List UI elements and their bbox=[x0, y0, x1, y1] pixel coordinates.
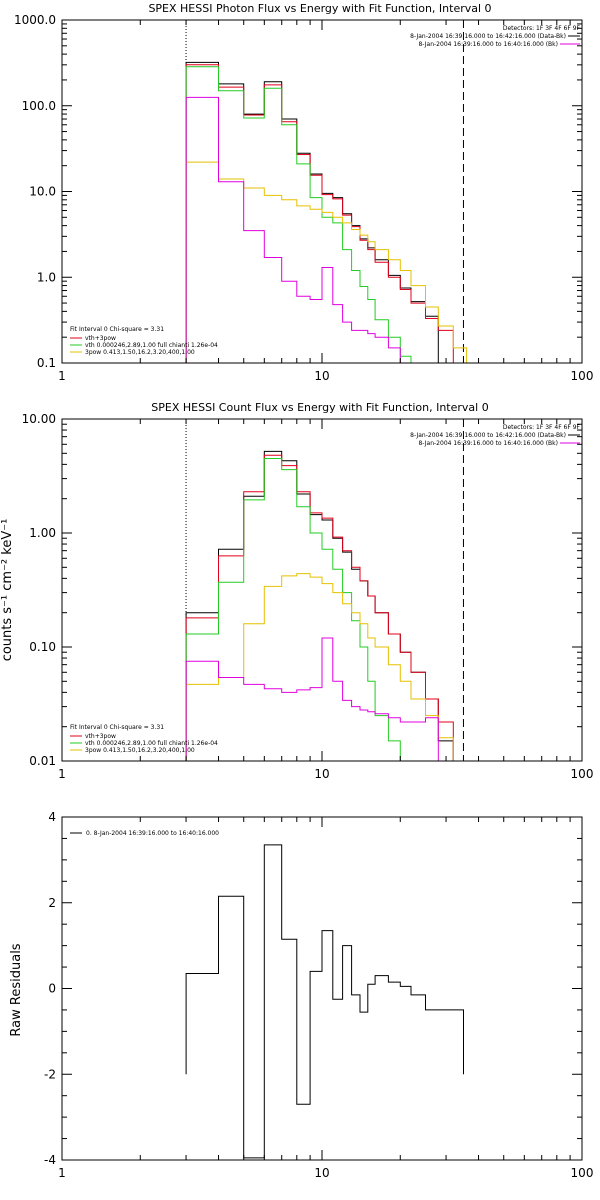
photon-flux-plot bbox=[185, 20, 479, 364]
x-tick-label: 100 bbox=[571, 369, 594, 383]
series-line-series-4 bbox=[185, 96, 479, 364]
photon-flux-axes: 1 10 100 0.1 1.0 10.0 100.0 1000.0 bbox=[14, 13, 593, 383]
x-tick-label: 1 bbox=[58, 1166, 66, 1180]
photon-flux-legend-right: Detectors: 1F 3F 4F 6F 9F 8-Jan-2004 16:… bbox=[410, 25, 580, 48]
count-flux-axes: 1 10 100 0.01 0.10 1.00 10.00 bbox=[22, 412, 594, 781]
y-tick-label: 0 bbox=[48, 982, 56, 996]
residuals-ylabel: Raw Residuals bbox=[9, 943, 24, 1036]
bk-legend-label: 8-Jan-2004 16:39:16.000 to 16:40:16.000 … bbox=[418, 41, 558, 48]
data-bk-legend-label: 8-Jan-2004 16:39:16.000 to 16:42:16.000 … bbox=[410, 33, 566, 40]
y-tick-label: -4 bbox=[44, 1153, 56, 1167]
x-tick-label: 100 bbox=[571, 767, 594, 781]
series-line-3pow bbox=[185, 161, 479, 364]
series-line-0 bbox=[185, 844, 464, 1159]
series-line-vth bbox=[185, 66, 479, 364]
x-tick-label: 100 bbox=[571, 1166, 594, 1180]
y-tick-label: -2 bbox=[44, 1067, 56, 1081]
fit-interval-label: Fit Interval 0 Chi-square = 3.31 bbox=[70, 724, 164, 731]
detectors-label: Detectors: 1F 3F 4F 6F 9F bbox=[503, 25, 581, 32]
detectors-label: Detectors: 1F 3F 4F 6F 9F bbox=[503, 424, 581, 431]
series-line-series-4 bbox=[185, 637, 479, 762]
x-tick-label: 10 bbox=[314, 1166, 329, 1180]
residuals-legend-label: 0. 8-Jan-2004 16:39:16.000 to 16:40:16.0… bbox=[86, 830, 219, 837]
y-tick-label: 10.00 bbox=[22, 412, 56, 426]
series-line-series-0 bbox=[185, 450, 479, 762]
count-flux-legend-left: Fit Interval 0 Chi-square = 3.31 vth+3po… bbox=[70, 724, 218, 754]
count-flux-frame bbox=[61, 418, 583, 762]
y-tick-label: 1000.0 bbox=[14, 13, 56, 27]
x-tick-label: 10 bbox=[314, 767, 329, 781]
y-tick-label: 0.10 bbox=[29, 640, 56, 654]
count-flux-ylabel: counts s⁻¹ cm⁻² keV⁻¹ bbox=[0, 519, 15, 662]
legend-label-3pow: 3pow 0.413,1.50,16.2,3.20,400,1.00 bbox=[85, 747, 195, 754]
residuals-legend: 0. 8-Jan-2004 16:39:16.000 to 16:40:16.0… bbox=[70, 830, 219, 837]
y-tick-label: 10.0 bbox=[29, 185, 56, 199]
y-tick-label: 1.00 bbox=[29, 526, 56, 540]
legend-label-vth: vth 0.000246,2.89,1.00 full chianti 1.26… bbox=[85, 342, 218, 349]
fit-interval-label: Fit Interval 0 Chi-square = 3.31 bbox=[70, 326, 164, 333]
residuals-panel: Raw Residuals 1 10 100 -4 -2 0 2 4 0. 8-Jan-200… bbox=[9, 810, 593, 1180]
y-tick-label: 100.0 bbox=[22, 99, 56, 113]
count-flux-legend-right: Detectors: 1F 3F 4F 6F 9F 8-Jan-2004 16:… bbox=[410, 424, 580, 447]
y-tick-label: 0.1 bbox=[37, 356, 56, 370]
x-tick-label: 1 bbox=[58, 767, 66, 781]
series-line-3pow bbox=[185, 573, 479, 762]
bk-legend-label: 8-Jan-2004 16:39:16.000 to 16:40:16.000 … bbox=[418, 440, 558, 447]
legend-label-3pow: 3pow 0.413,1.50,16.2,3.20,400,1.00 bbox=[85, 349, 195, 356]
count-flux-plot bbox=[185, 419, 479, 762]
count-flux-title: SPEX HESSI Count Flux vs Energy with Fit… bbox=[151, 401, 488, 414]
residuals-plot bbox=[185, 844, 464, 1159]
photon-flux-legend-left: Fit Interval 0 Chi-square = 3.31 vth+3po… bbox=[70, 326, 218, 356]
y-tick-label: 4 bbox=[48, 810, 56, 824]
y-tick-label: 2 bbox=[48, 896, 56, 910]
legend-label-vth: vth 0.000246,2.89,1.00 full chianti 1.26… bbox=[85, 740, 218, 747]
legend-label-total: vth+3pow bbox=[85, 335, 116, 342]
photon-flux-panel: SPEX HESSI Photon Flux vs Energy with Fi… bbox=[14, 2, 593, 383]
y-tick-label: 0.01 bbox=[29, 754, 56, 768]
x-tick-label: 1 bbox=[58, 369, 66, 383]
x-tick-label: 10 bbox=[314, 369, 329, 383]
photon-flux-title: SPEX HESSI Photon Flux vs Energy with Fi… bbox=[148, 2, 491, 15]
data-bk-legend-label: 8-Jan-2004 16:39:16.000 to 16:42:16.000 … bbox=[410, 432, 566, 439]
y-tick-label: 1.0 bbox=[37, 270, 56, 284]
legend-label-total: vth+3pow bbox=[85, 733, 116, 740]
residuals-frame bbox=[61, 816, 583, 1161]
count-flux-panel: SPEX HESSI Count Flux vs Energy with Fit… bbox=[0, 401, 593, 781]
residuals-axes: 1 10 100 -4 -2 0 2 4 bbox=[44, 810, 593, 1180]
